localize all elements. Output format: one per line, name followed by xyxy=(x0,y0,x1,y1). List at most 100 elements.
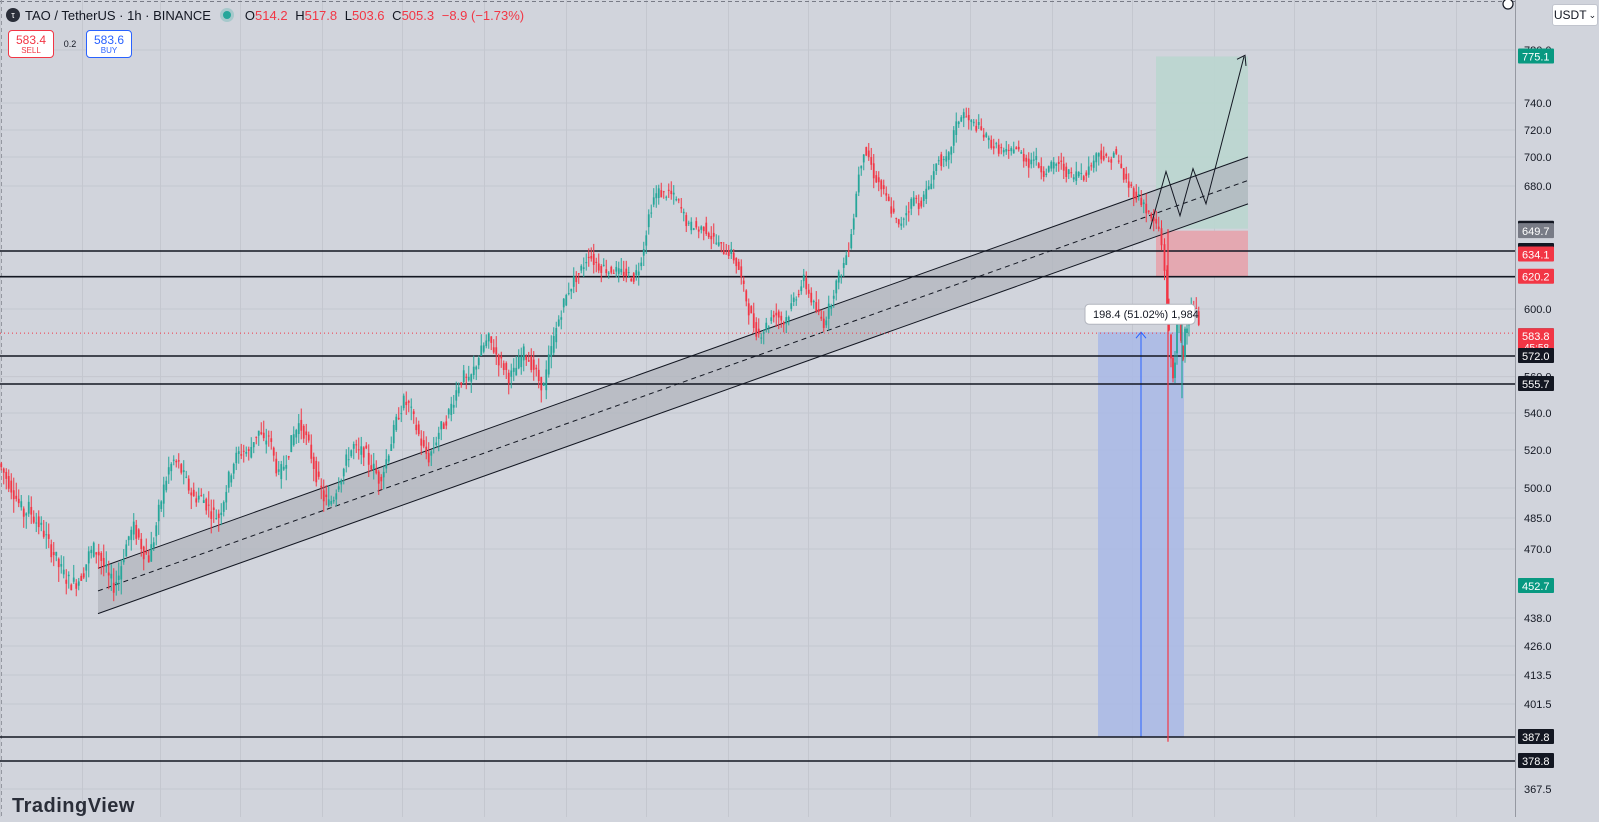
change-value: −8.9 (−1.73%) xyxy=(441,7,525,23)
candle-body xyxy=(605,269,608,274)
candle-body xyxy=(287,456,290,458)
candle-body xyxy=(85,564,88,571)
candle-body xyxy=(635,270,638,275)
buy-button[interactable]: 583.6 BUY xyxy=(86,30,132,58)
candle-body xyxy=(502,363,505,371)
candle-body xyxy=(547,354,550,375)
candle-body xyxy=(0,463,3,468)
candle-body xyxy=(307,434,310,441)
candle-body xyxy=(492,347,495,353)
candle-body xyxy=(1030,159,1033,165)
candle-body xyxy=(165,480,168,491)
candle-body xyxy=(422,440,425,447)
candle-body xyxy=(430,451,433,456)
candle-body xyxy=(332,499,335,502)
candle-body xyxy=(1050,161,1053,169)
candle-body xyxy=(662,191,665,193)
candle-body xyxy=(272,447,275,456)
candle-body xyxy=(117,575,120,580)
candle-body xyxy=(360,446,363,455)
y-axis-tick: 680.0 xyxy=(1524,181,1552,193)
candle-body xyxy=(190,492,193,496)
candle-body xyxy=(990,139,993,148)
candle-body xyxy=(647,214,650,228)
candle-body xyxy=(785,317,788,324)
candle-body xyxy=(27,501,30,514)
candle-body xyxy=(795,299,798,301)
candle-body xyxy=(400,413,403,415)
candle-body xyxy=(782,322,785,325)
candle-body xyxy=(357,449,360,451)
candle-body xyxy=(270,438,273,442)
candle-body xyxy=(1075,171,1078,181)
buy-price: 583.6 xyxy=(93,32,125,47)
candle-body xyxy=(592,253,595,265)
price-label-bg xyxy=(1518,223,1554,239)
candle-body xyxy=(1132,188,1135,198)
candle-body xyxy=(292,434,295,446)
candle-body xyxy=(417,424,420,435)
candle-body xyxy=(880,180,883,190)
candle-body xyxy=(655,193,658,199)
candle-body xyxy=(542,383,545,386)
candle-body xyxy=(470,374,473,382)
candle-body xyxy=(177,460,180,462)
candle-body xyxy=(722,250,725,255)
candle-body xyxy=(247,449,250,451)
candle-body xyxy=(462,370,465,383)
candle-body xyxy=(745,290,748,302)
candle-body xyxy=(577,273,580,275)
symbol-title[interactable]: TAO / TetherUS · 1h · BINANCE xyxy=(25,7,211,23)
candle-body xyxy=(697,229,700,232)
candle-body xyxy=(572,276,575,287)
candle-body xyxy=(620,268,623,273)
candle-body xyxy=(562,298,565,308)
candle-body xyxy=(987,137,990,141)
candle-body xyxy=(205,498,208,511)
candle-body xyxy=(640,262,643,267)
candle-body xyxy=(1072,177,1075,180)
candle-body xyxy=(625,268,628,277)
candle-body xyxy=(222,502,225,512)
candle-body xyxy=(960,117,963,122)
candle-body xyxy=(250,446,253,458)
sell-button[interactable]: 583.4 SELL xyxy=(8,30,54,58)
candle-body xyxy=(1105,153,1108,156)
candle-body xyxy=(242,450,245,452)
price-label-bg xyxy=(1518,753,1554,768)
candle-body xyxy=(870,157,873,165)
candle-body xyxy=(325,494,328,498)
candle-body xyxy=(875,175,878,183)
measure-arrow-head xyxy=(1135,331,1147,339)
candle-body xyxy=(630,278,633,282)
y-axis-tick: 426.0 xyxy=(1524,641,1552,653)
candle-body xyxy=(175,460,178,463)
candle-body xyxy=(240,454,243,456)
candle-body xyxy=(10,480,13,493)
candle-body xyxy=(1125,173,1128,180)
candle-body xyxy=(47,534,50,539)
candle-body xyxy=(860,165,863,169)
price-label-bg xyxy=(1518,376,1554,391)
y-axis-tick: 740.0 xyxy=(1524,98,1552,110)
candle-body xyxy=(432,447,435,449)
price-label: 555.7 xyxy=(1522,379,1550,391)
candle-body xyxy=(822,318,825,328)
low-value: 503.6 xyxy=(352,7,385,23)
sell-label: SELL xyxy=(21,45,41,55)
candle-body xyxy=(355,444,358,446)
candle-body xyxy=(375,469,378,474)
candle-body xyxy=(705,222,708,234)
candle-body xyxy=(167,467,170,475)
candle-body xyxy=(915,197,918,199)
candle-body xyxy=(982,134,985,138)
candle-body xyxy=(155,525,158,537)
currency-select[interactable]: USDT ⌄ xyxy=(1552,4,1598,26)
candle-body xyxy=(100,552,103,562)
candle-body xyxy=(1097,152,1100,157)
candle-body xyxy=(917,203,920,209)
candle-body xyxy=(395,416,398,431)
candle-body xyxy=(1095,153,1098,163)
